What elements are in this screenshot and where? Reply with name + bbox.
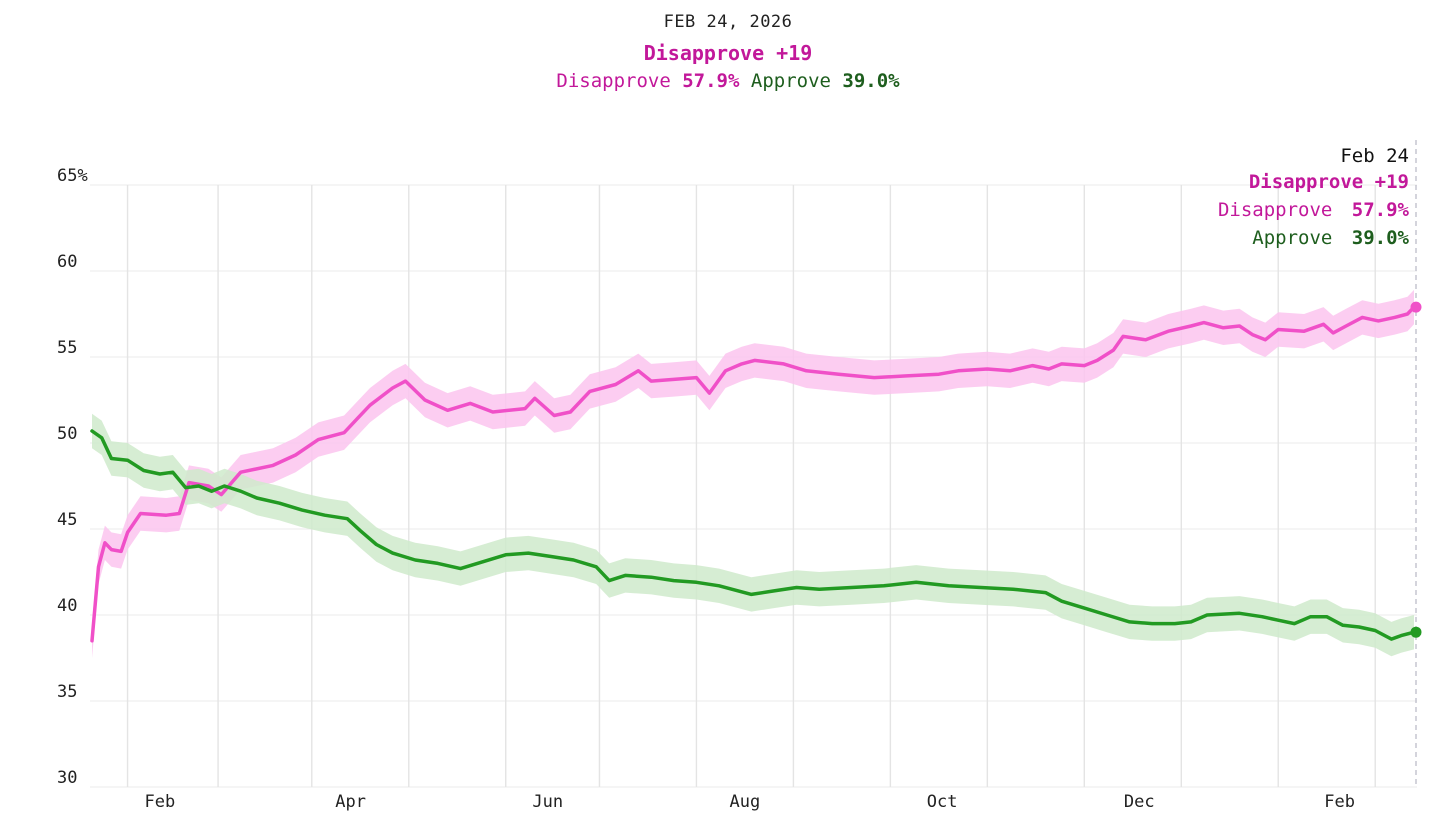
y-tick-label: 60: [57, 252, 77, 272]
y-tick-label: 50: [57, 424, 77, 444]
tooltip-approve: Approve 39.0%: [1252, 227, 1409, 249]
tooltip-disapprove-value: 57.9%: [1352, 199, 1410, 221]
approve-band: [92, 413, 1414, 657]
x-axis-ticks: Feb Apr Jun Aug Oct Dec Feb: [145, 792, 1355, 812]
disapprove-band: [92, 289, 1414, 658]
hover-tooltip: Feb 24 Disapprove +19 Disapprove 57.9% A…: [1218, 145, 1410, 249]
x-tick-label: Feb: [145, 792, 176, 812]
tooltip-margin: Disapprove +19: [1249, 171, 1409, 193]
x-tick-label: Aug: [730, 792, 761, 812]
end-markers: [1410, 301, 1422, 638]
y-tick-label: 30: [57, 768, 77, 788]
x-tick-label: Jun: [532, 792, 563, 812]
y-tick-label: 35: [57, 682, 77, 702]
chart-date-header: FEB 24, 2026: [663, 12, 793, 32]
tooltip-approve-value: 39.0%: [1352, 227, 1410, 249]
tooltip-disapprove-label: Disapprove: [1218, 199, 1332, 221]
net-margin-header: Disapprove +19: [643, 41, 813, 65]
tooltip-date: Feb 24: [1340, 145, 1409, 167]
uncertainty-bands: [92, 289, 1414, 658]
y-tick-label: 40: [57, 596, 77, 616]
approve-line: [90, 429, 1416, 641]
x-tick-label: Oct: [927, 792, 958, 812]
approve-label: Approve: [750, 70, 831, 92]
gridlines: [90, 184, 1417, 788]
tooltip-approve-label: Approve: [1252, 227, 1332, 249]
y-tick-label: 65%: [57, 166, 88, 186]
approve-end-marker: [1410, 626, 1422, 638]
x-tick-label: Apr: [335, 792, 366, 812]
series-lines: [90, 305, 1416, 643]
y-tick-label: 45: [57, 510, 77, 530]
values-header: Disapprove 57.9% Approve 39.0%: [0, 70, 1456, 92]
y-axis-ticks: 65% 60 55 50 45 40 35 30: [57, 166, 88, 788]
y-tick-label: 55: [57, 338, 77, 358]
tooltip-disapprove: Disapprove 57.9%: [1218, 199, 1410, 221]
disapprove-value: 57.9%: [682, 70, 740, 92]
disapprove-line: [90, 305, 1416, 643]
x-tick-label: Feb: [1324, 792, 1355, 812]
disapprove-label: Disapprove: [556, 70, 671, 92]
disapprove-end-marker: [1410, 301, 1422, 313]
approve-value: 39.0%: [842, 70, 900, 92]
x-tick-label: Dec: [1124, 792, 1155, 812]
